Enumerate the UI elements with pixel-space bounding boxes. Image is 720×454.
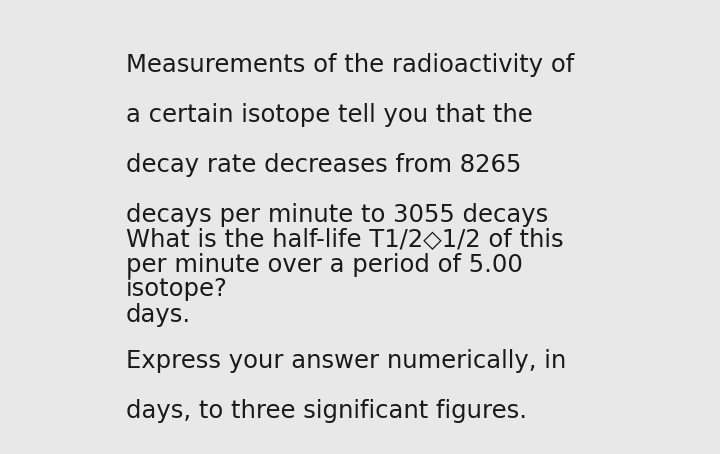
Text: Express your answer numerically, in: Express your answer numerically, in [125,349,566,373]
Text: What is the half-life T1/2◇1/2 of this: What is the half-life T1/2◇1/2 of this [125,227,563,251]
Text: a certain isotope tell you that the: a certain isotope tell you that the [125,103,532,127]
Text: days.: days. [125,303,191,327]
Text: Measurements of the radioactivity of: Measurements of the radioactivity of [125,53,574,77]
Text: decays per minute to 3055 decays: decays per minute to 3055 decays [125,203,548,227]
Text: days, to three significant figures.: days, to three significant figures. [125,399,526,423]
Text: per minute over a period of 5.00: per minute over a period of 5.00 [125,253,523,277]
Text: isotope?: isotope? [125,277,228,301]
Text: decay rate decreases from 8265: decay rate decreases from 8265 [125,153,521,177]
